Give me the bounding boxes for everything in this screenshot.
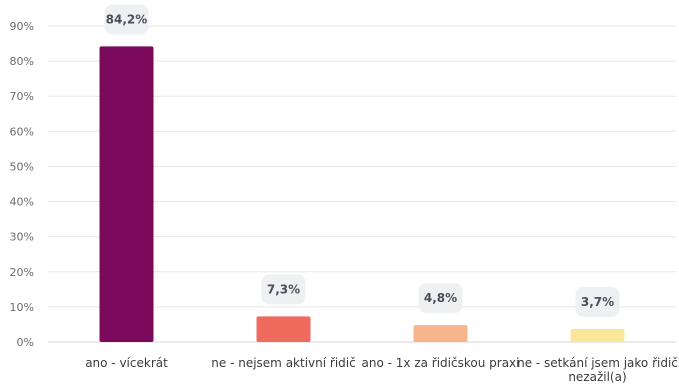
bars [99,46,625,343]
data-label-bubble [104,4,149,35]
x-axis-categories: ano - vícekrát ne - nejsem aktivní řidič a… [85,356,678,384]
x-category-label: ne - setkání jsem jako řidič [517,356,678,370]
data-label-bubble [261,274,306,305]
y-axis-ticks: 0% 10% 20% 30% 40% 50% 60% 70% 80% 90% [10,20,34,349]
data-label: 84,2% [106,12,148,26]
y-tick-label: 0% [17,336,34,349]
y-tick-label: 70% [10,90,34,103]
y-tick-label: 50% [10,160,34,173]
y-tick-label: 80% [10,55,34,68]
data-label-bubble [418,283,463,314]
x-category-label: nezažil(a) [568,370,626,384]
data-labels: 84,2% 7,3% 4,8% 3,7% [104,4,620,318]
data-label: 7,3% [267,282,300,296]
bar [256,316,311,342]
data-label: 3,7% [581,295,614,309]
y-tick-label: 10% [10,301,34,314]
bar [570,329,625,342]
y-tick-label: 30% [10,231,34,244]
data-label-bubble [575,287,620,318]
x-category-label: ano - 1x za řidičskou praxi [362,356,520,370]
y-tick-label: 90% [10,20,34,33]
data-label: 4,8% [424,291,457,305]
x-category-label: ne - nejsem aktivní řidič [211,356,355,370]
x-category-label: ano - vícekrát [85,356,168,370]
bar [99,46,154,343]
y-tick-label: 40% [10,196,34,209]
y-tick-label: 20% [10,266,34,279]
bar [413,325,468,342]
y-tick-label: 60% [10,125,34,138]
